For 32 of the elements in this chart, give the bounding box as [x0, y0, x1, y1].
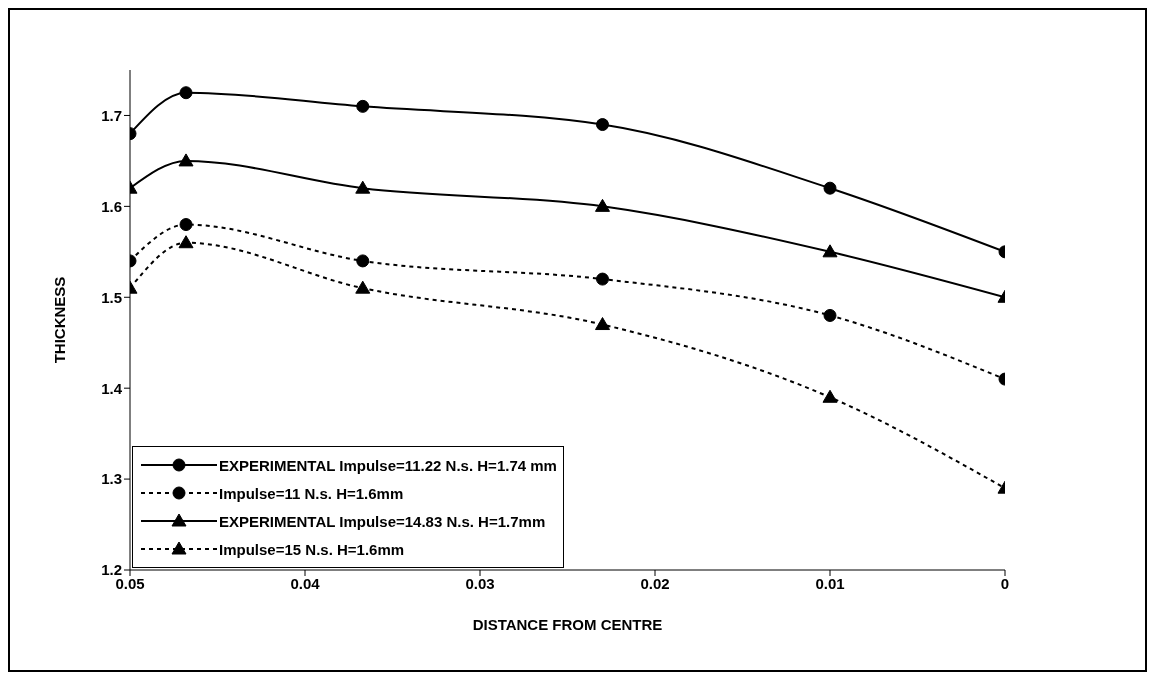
point	[178, 153, 194, 167]
point	[179, 218, 193, 232]
point	[823, 308, 837, 322]
point	[822, 389, 838, 403]
y-axis-title: THICKNESS	[51, 276, 69, 364]
point	[178, 235, 194, 249]
y-tick-label: 1.3	[101, 470, 122, 488]
x-tick-label: 0.04	[290, 574, 321, 592]
y-tick-label: 1.7	[101, 106, 122, 124]
x-axis-title: DISTANCE FROM CENTRE	[472, 616, 663, 633]
point	[596, 272, 609, 286]
point	[595, 198, 610, 212]
point	[355, 180, 371, 194]
point	[823, 181, 837, 195]
legend-label: Impulse=11 N.s. H=1.6mm	[219, 484, 404, 502]
legend-label: EXPERIMENTAL Impulse=11.22 N.s. H=1.74 mm	[219, 456, 557, 474]
point	[822, 244, 838, 258]
y-tick-label: 1.5	[101, 288, 122, 306]
x-tick-label: 0.02	[640, 574, 670, 592]
x-tick-label: 0.03	[465, 574, 495, 592]
y-tick-label: 1.6	[101, 197, 122, 215]
x-tick-label: 0	[1000, 574, 1010, 592]
legend-label: Impulse=15 N.s. H=1.6mm	[219, 540, 405, 558]
point	[355, 280, 371, 294]
y-tick-label: 1.4	[101, 379, 123, 397]
point	[356, 254, 370, 268]
point	[179, 86, 193, 100]
point	[595, 317, 610, 331]
point	[596, 118, 609, 132]
legend-label: EXPERIMENTAL Impulse=14.83 N.s. H=1.7mm	[219, 512, 546, 530]
x-tick-label: 0.01	[815, 574, 845, 592]
point	[356, 99, 370, 113]
